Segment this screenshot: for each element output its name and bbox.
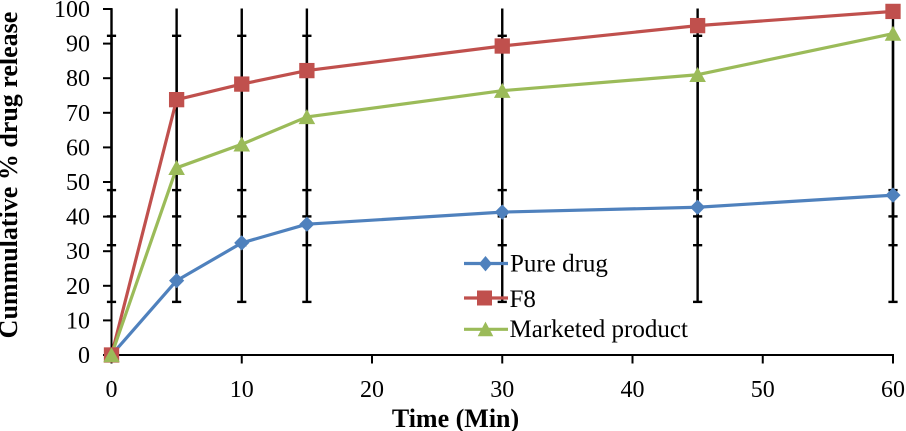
svg-text:30: 30 xyxy=(66,239,90,265)
svg-text:10: 10 xyxy=(66,308,90,334)
svg-text:F8: F8 xyxy=(510,286,536,313)
svg-text:60: 60 xyxy=(881,377,905,403)
svg-text:100: 100 xyxy=(54,0,90,23)
svg-text:20: 20 xyxy=(66,274,90,300)
svg-text:50: 50 xyxy=(66,170,90,196)
svg-text:40: 40 xyxy=(66,205,90,231)
svg-text:60: 60 xyxy=(66,135,90,161)
svg-text:20: 20 xyxy=(360,377,384,403)
svg-text:40: 40 xyxy=(621,377,645,403)
svg-text:Marketed product: Marketed product xyxy=(510,316,688,343)
svg-text:0: 0 xyxy=(78,343,90,369)
svg-text:Cummulative % drug release: Cummulative % drug release xyxy=(0,12,23,339)
svg-text:10: 10 xyxy=(230,377,254,403)
svg-text:50: 50 xyxy=(751,377,775,403)
svg-text:0: 0 xyxy=(106,377,118,403)
svg-text:90: 90 xyxy=(66,32,90,58)
svg-text:Pure drug: Pure drug xyxy=(510,251,608,278)
svg-text:70: 70 xyxy=(66,101,90,127)
svg-text:30: 30 xyxy=(490,377,514,403)
svg-text:80: 80 xyxy=(66,66,90,92)
svg-text:Time (Min): Time (Min) xyxy=(392,404,519,431)
